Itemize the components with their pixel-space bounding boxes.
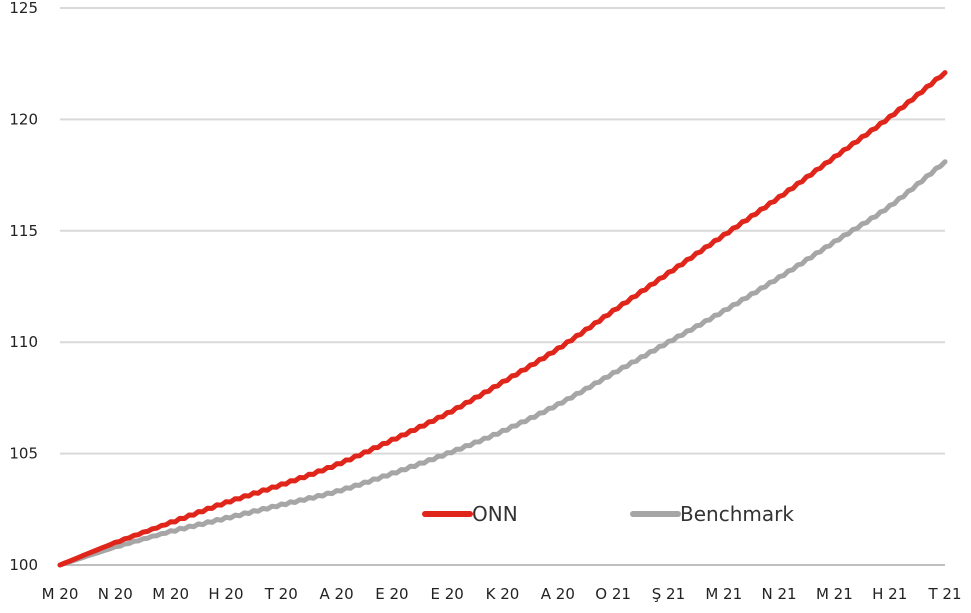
series-line-benchmark — [57, 159, 948, 568]
x-tick-label: A 20 — [320, 585, 354, 603]
legend: ONN Benchmark — [422, 502, 794, 526]
x-tick-label: T 21 — [927, 585, 961, 603]
x-tick-label: N 20 — [98, 585, 133, 603]
y-tick-label: 120 — [9, 110, 38, 128]
x-tick-label: E 20 — [375, 585, 408, 603]
y-tick-label: 125 — [9, 0, 38, 17]
y-tick-label: 115 — [9, 222, 38, 240]
x-tick-label: H 21 — [872, 585, 907, 603]
legend-label-benchmark: Benchmark — [680, 502, 794, 526]
series-line-onn — [57, 70, 948, 568]
x-tick-label: E 20 — [431, 585, 464, 603]
x-tick-label: M 21 — [705, 585, 742, 603]
x-tick-label: N 21 — [762, 585, 797, 603]
x-tick-label: H 20 — [208, 585, 243, 603]
x-tick-label: K 20 — [486, 585, 520, 603]
x-tick-label: Ş 21 — [652, 585, 685, 603]
x-tick-label: O 21 — [595, 585, 631, 603]
series-lines — [57, 70, 948, 568]
y-axis: 100 105 110 115 120 125 — [9, 0, 38, 574]
gridlines — [60, 7, 945, 566]
legend-label-onn: ONN — [472, 502, 518, 526]
x-tick-label: M 20 — [42, 585, 79, 603]
y-tick-label: 110 — [9, 333, 38, 351]
x-tick-label: M 21 — [816, 585, 853, 603]
y-tick-label: 105 — [9, 445, 38, 463]
x-tick-label: M 20 — [152, 585, 189, 603]
y-tick-label: 100 — [9, 556, 38, 574]
x-tick-label: A 20 — [541, 585, 575, 603]
x-axis: M 20 N 20 M 20 H 20 T 20 A 20 E 20 E 20 K 20 A 20… — [42, 585, 962, 603]
x-tick-label: T 20 — [264, 585, 298, 603]
